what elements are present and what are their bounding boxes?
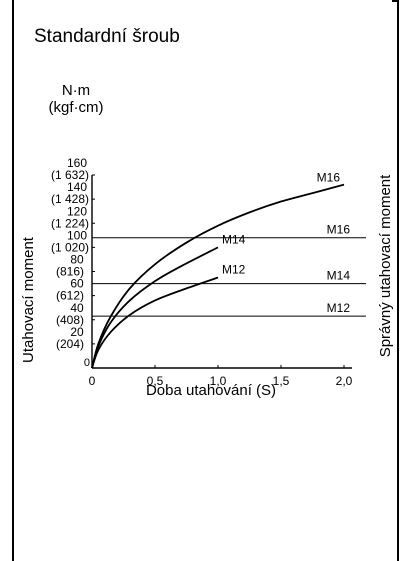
y-tick-label: 0 <box>84 357 90 369</box>
x-tick-label: 0,5 <box>147 374 164 388</box>
reference-line-label: M12 <box>327 301 351 315</box>
y-tick-alt-label: (1 224) <box>51 216 89 230</box>
frame-top-border <box>392 0 399 2</box>
curve-label: M14 <box>222 232 246 246</box>
curve-m16 <box>91 183 345 369</box>
y-unit-label: N·m <box>62 82 90 99</box>
y-tick-labels: 0 20(204) 40(408) 60(612) 80(816) 100(1 020) 1… <box>51 156 95 369</box>
reference-lines: M16 M14 M12 <box>92 223 366 317</box>
y-tick-alt-label: (408) <box>56 313 84 327</box>
x-tick-label: 1,5 <box>273 374 290 388</box>
y-tick-label: 120 <box>67 204 87 218</box>
y-tick-label: 140 <box>67 180 87 194</box>
x-tick-label: 2,0 <box>336 374 353 388</box>
secondary-y-axis-label: Správný utahovací moment <box>377 174 394 357</box>
torque-curves: M16 M14 M12 <box>91 171 345 369</box>
reference-line-label: M16 <box>327 223 351 237</box>
y-tick-label: 80 <box>70 253 84 267</box>
y-tick-alt-label: (612) <box>56 289 84 303</box>
y-tick-alt-label: (1 428) <box>51 192 89 206</box>
y-tick-label: 60 <box>70 277 84 291</box>
reference-line-label: M14 <box>327 269 351 283</box>
y-axis-label: Utahovací moment <box>20 236 37 363</box>
x-axis-label: Doba utahování (S) <box>146 382 276 399</box>
frame-left-border <box>12 0 14 561</box>
y-tick-alt-label: (204) <box>56 337 84 351</box>
x-tick-label: 1,0 <box>210 374 227 388</box>
curve-m14 <box>91 246 219 369</box>
curve-label: M16 <box>317 171 341 185</box>
x-tick-label: 0 <box>89 374 96 388</box>
y-unit-alt-label: (kgf·cm) <box>49 99 104 116</box>
x-tick-labels: 0 0,5 1,0 1,5 2,0 <box>89 365 353 388</box>
y-tick-alt-label: (1 632) <box>51 168 89 182</box>
curve-m12 <box>91 276 219 369</box>
y-tick-alt-label: (1 020) <box>51 240 89 254</box>
y-tick-label: 160 <box>67 156 87 170</box>
y-tick-label: 20 <box>70 325 84 339</box>
curve-label: M12 <box>222 263 246 277</box>
frame-right-border <box>397 0 399 561</box>
y-tick-label: 100 <box>67 228 87 242</box>
page-title: Standardní šroub <box>34 26 180 47</box>
y-tick-label: 40 <box>70 301 84 315</box>
y-tick-alt-label: (816) <box>56 265 84 279</box>
